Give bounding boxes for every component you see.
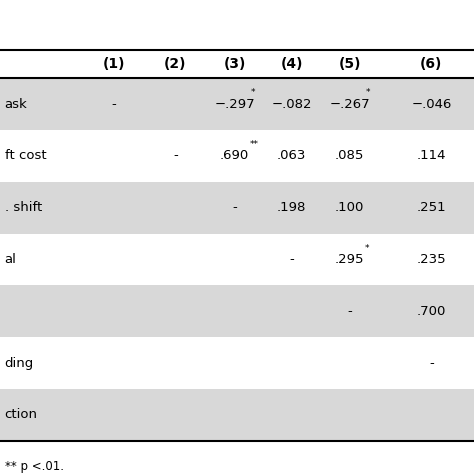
Text: .235: .235 — [417, 253, 446, 266]
Text: .100: .100 — [335, 201, 364, 214]
Text: .114: .114 — [417, 149, 446, 163]
Text: -: - — [173, 149, 178, 163]
Text: ft cost: ft cost — [5, 149, 46, 163]
Text: ** p <.01.: ** p <.01. — [5, 460, 64, 473]
Bar — [0, 389, 474, 441]
Bar — [0, 285, 474, 337]
Text: (5): (5) — [338, 57, 361, 71]
Bar — [0, 78, 474, 130]
Text: (2): (2) — [164, 57, 187, 71]
Text: -: - — [347, 305, 352, 318]
Text: al: al — [5, 253, 17, 266]
Text: .251: .251 — [417, 201, 446, 214]
Text: (6): (6) — [420, 57, 443, 71]
Text: −.297: −.297 — [214, 98, 255, 110]
Bar — [0, 0, 474, 50]
Text: −.082: −.082 — [271, 98, 312, 110]
Text: *: * — [251, 88, 255, 97]
Bar — [0, 234, 474, 285]
Text: -: - — [289, 253, 294, 266]
Text: -: - — [429, 356, 434, 370]
Text: **: ** — [249, 140, 258, 149]
Text: ask: ask — [5, 98, 27, 110]
Text: *: * — [366, 88, 371, 97]
Text: .690: .690 — [220, 149, 249, 163]
Bar — [0, 182, 474, 234]
Text: *: * — [365, 244, 369, 253]
Bar — [0, 337, 474, 389]
Text: -: - — [111, 98, 116, 110]
Bar — [0, 50, 474, 78]
Text: .295: .295 — [335, 253, 365, 266]
Text: ding: ding — [5, 356, 34, 370]
Text: (3): (3) — [223, 57, 246, 71]
Text: .063: .063 — [277, 149, 306, 163]
Text: . shift: . shift — [5, 201, 42, 214]
Text: (4): (4) — [280, 57, 303, 71]
Text: (1): (1) — [102, 57, 125, 71]
Bar — [0, 130, 474, 182]
Text: −.046: −.046 — [411, 98, 452, 110]
Text: −.267: −.267 — [329, 98, 370, 110]
Text: .198: .198 — [277, 201, 306, 214]
Text: .700: .700 — [417, 305, 446, 318]
Text: -: - — [232, 201, 237, 214]
Text: .085: .085 — [335, 149, 364, 163]
Text: ction: ction — [5, 409, 38, 421]
